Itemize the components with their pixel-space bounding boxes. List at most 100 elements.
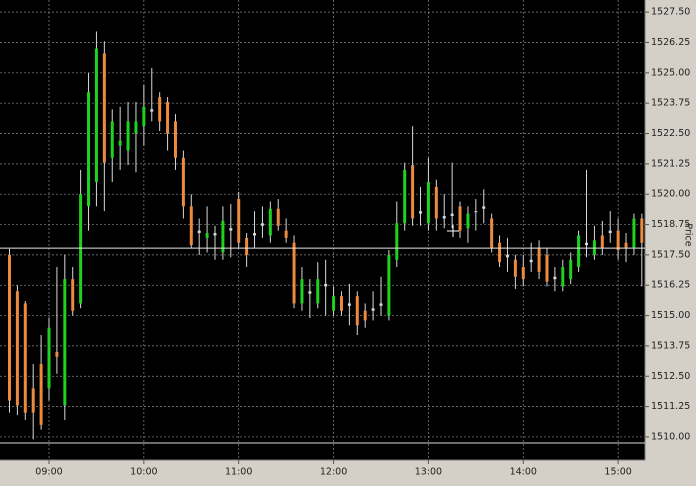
y-tick-label: 1521.25 bbox=[651, 158, 690, 169]
candle-body bbox=[173, 121, 177, 158]
candle-body bbox=[260, 223, 264, 226]
y-axis-label: Price bbox=[683, 223, 694, 246]
candle-body bbox=[442, 216, 446, 219]
candle-body bbox=[158, 97, 162, 122]
candle-body bbox=[640, 218, 644, 243]
candle-body bbox=[482, 206, 486, 209]
x-tick-label: 13:00 bbox=[415, 467, 442, 478]
candle-body bbox=[166, 101, 170, 134]
y-tick-label: 1511.25 bbox=[651, 401, 690, 412]
candle-body bbox=[94, 48, 98, 183]
x-tick-label: 15:00 bbox=[604, 467, 631, 478]
candle-body bbox=[474, 211, 478, 213]
candle-body bbox=[31, 388, 35, 413]
candle-body bbox=[632, 218, 636, 248]
candle-body bbox=[284, 230, 288, 238]
candle-body bbox=[553, 276, 557, 280]
candle-body bbox=[47, 327, 51, 389]
y-tick-label: 1515.00 bbox=[651, 310, 690, 321]
candle-body bbox=[537, 247, 541, 272]
candle-body bbox=[79, 194, 83, 304]
candle-body bbox=[600, 235, 604, 248]
candle-body bbox=[213, 233, 217, 236]
candle-body bbox=[126, 121, 130, 151]
y-tick-label: 1512.50 bbox=[651, 371, 690, 382]
candle-body bbox=[339, 296, 343, 311]
labels: 1510.00 1511.25 1512.50 1513.75 1515.00 1516.… bbox=[35, 7, 690, 478]
candle-body bbox=[134, 121, 138, 134]
y-tick-label: 1526.25 bbox=[651, 37, 690, 48]
candle-body bbox=[561, 267, 565, 287]
candle-body bbox=[150, 109, 154, 112]
candle-body bbox=[403, 169, 407, 224]
candle-body bbox=[197, 230, 201, 234]
y-axis-panel bbox=[645, 0, 696, 486]
candle-body bbox=[15, 291, 19, 406]
candle-body bbox=[521, 267, 525, 280]
candle-body bbox=[142, 106, 146, 127]
candle-body bbox=[624, 242, 628, 248]
candle-body bbox=[458, 206, 462, 231]
candle-body bbox=[181, 157, 185, 207]
candles bbox=[0, 31, 645, 440]
candle-body bbox=[379, 303, 383, 306]
candle-body bbox=[118, 140, 122, 146]
candle-body bbox=[23, 303, 27, 413]
candle-body bbox=[529, 259, 533, 263]
candle-body bbox=[87, 92, 91, 207]
candle-body bbox=[505, 254, 509, 258]
candle-body bbox=[569, 259, 573, 280]
candle-body bbox=[363, 310, 367, 321]
y-tick-label: 1525.00 bbox=[651, 67, 690, 78]
y-tick-label: 1518.75 bbox=[651, 219, 690, 230]
candle-body bbox=[355, 296, 359, 326]
candle-body bbox=[411, 165, 415, 219]
candle-body bbox=[498, 242, 502, 263]
candle-body bbox=[324, 284, 328, 287]
candle-body bbox=[450, 213, 454, 217]
candle-body bbox=[490, 218, 494, 248]
candle-body bbox=[466, 213, 470, 229]
candle-body bbox=[110, 121, 114, 158]
candle-body bbox=[608, 230, 612, 234]
candle-body bbox=[316, 279, 320, 304]
y-tick-label: 1522.50 bbox=[651, 128, 690, 139]
x-axis-panel bbox=[0, 460, 696, 486]
candle-body bbox=[332, 296, 336, 311]
candle-body bbox=[221, 220, 225, 253]
y-tick-label: 1513.75 bbox=[651, 340, 690, 351]
candle-body bbox=[268, 208, 272, 236]
x-tick-label: 11:00 bbox=[225, 467, 252, 478]
candle-body bbox=[102, 53, 106, 163]
grid bbox=[0, 0, 645, 460]
candle-body bbox=[585, 242, 589, 246]
candle-body bbox=[237, 199, 241, 243]
candle-body bbox=[39, 364, 43, 425]
candle-body bbox=[253, 233, 257, 236]
candle-body bbox=[300, 279, 304, 304]
candle-body bbox=[419, 211, 423, 214]
candle-body bbox=[545, 254, 549, 282]
plot-area bbox=[0, 0, 645, 460]
candle-body bbox=[371, 308, 375, 311]
candle-body bbox=[292, 242, 296, 304]
candle-body bbox=[189, 206, 193, 246]
x-tick-label: 12:00 bbox=[320, 467, 347, 478]
candle-body bbox=[205, 233, 209, 238]
candle-body bbox=[276, 208, 280, 226]
x-tick-label: 09:00 bbox=[35, 467, 62, 478]
candle-body bbox=[55, 351, 59, 357]
candle-body bbox=[71, 279, 75, 311]
y-tick-label: 1517.50 bbox=[651, 249, 690, 260]
candle-body bbox=[395, 223, 399, 260]
candle-body bbox=[577, 235, 581, 268]
candle-body bbox=[308, 291, 312, 294]
y-tick-label: 1516.25 bbox=[651, 280, 690, 291]
y-tick-label: 1520.00 bbox=[651, 189, 690, 200]
y-tick-label: 1527.50 bbox=[651, 7, 690, 18]
crosshair-cursor bbox=[447, 225, 459, 237]
candle-body bbox=[387, 254, 391, 316]
candle-body bbox=[245, 237, 249, 255]
